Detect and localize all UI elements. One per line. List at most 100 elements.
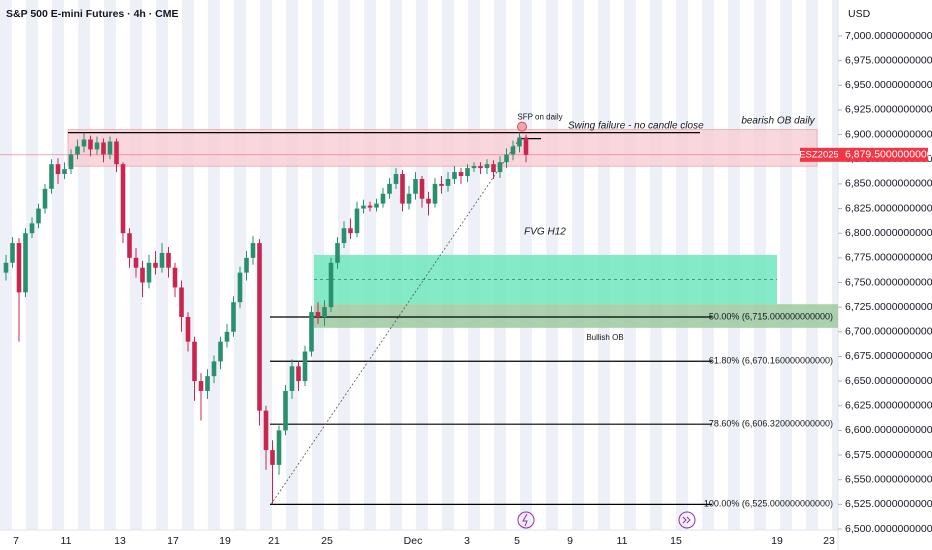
candle-body (133, 257, 139, 268)
candle-body (328, 262, 334, 308)
candle-body (270, 450, 275, 465)
y-tick-label: 6,825.000000000000 (845, 202, 932, 214)
candle-body (289, 366, 295, 391)
candle-body (88, 139, 93, 150)
x-tick-label: 9 (567, 535, 573, 547)
candle-body (458, 172, 464, 177)
fib-label: 50.00% (6,715.000000000000) (709, 311, 833, 321)
y-tick-label: 6,600.000000000000 (845, 424, 932, 436)
candle-body (94, 142, 100, 150)
x-tick-label: 3 (464, 535, 470, 547)
fib-label: 78.60% (6,606.320000000000) (709, 419, 833, 429)
x-tick-label: 5 (514, 535, 520, 547)
session-band (806, 0, 818, 530)
session-band (182, 0, 194, 530)
y-tick-label: 6,900.000000000000 (845, 128, 932, 140)
candle-body (523, 137, 529, 155)
event-icon[interactable] (517, 511, 535, 529)
zone (314, 254, 777, 305)
candle-body (419, 178, 425, 199)
x-tick-label: 13 (114, 535, 126, 547)
candle-body (322, 307, 327, 318)
candle-body (211, 361, 217, 377)
candle-body (198, 381, 204, 391)
price-label: 6,879.500000000000 (845, 149, 932, 161)
zone (314, 304, 838, 328)
candle-body (478, 166, 483, 169)
candle-body (49, 164, 54, 189)
chart-title: S&P 500 E-mini Futures · 4h · CME (6, 8, 179, 20)
bottom-icons[interactable] (517, 511, 696, 529)
y-tick-label: 6,750.000000000000 (845, 276, 932, 288)
candle-body (315, 312, 321, 318)
price-box (838, 147, 928, 162)
candle-body (205, 376, 210, 391)
y-tick-label: 6,500.000000000000 (845, 523, 932, 535)
candle-body (179, 287, 184, 318)
y-tick-label: 6,675.000000000000 (845, 350, 932, 362)
candle-body (257, 243, 262, 411)
candle-body (172, 267, 178, 288)
price-axis-bg (838, 0, 932, 550)
candle-body (393, 174, 399, 184)
event-icon[interactable] (678, 511, 696, 529)
candle-body (432, 183, 438, 204)
y-tick-label: 6,650.000000000000 (845, 375, 932, 387)
candle-body (231, 302, 236, 332)
candle-body (491, 164, 496, 173)
x-tick-label: 7 (13, 535, 19, 547)
y-tick-label: 6,850.000000000000 (845, 178, 932, 190)
x-tick-label: 21 (268, 535, 280, 547)
candle-body (426, 198, 431, 204)
candle-body (335, 243, 340, 263)
candle-body (81, 139, 87, 147)
candle-body (471, 166, 477, 169)
y-tick-label: 6,925.000000000000 (845, 104, 932, 116)
candle-body (224, 331, 230, 342)
candle-body (302, 351, 308, 382)
y-tick-label: 7,000.000000000000 (845, 30, 932, 42)
fib-label: 61.80% (6,670.160000000000) (709, 356, 833, 366)
candle-body (62, 169, 67, 175)
sfp-marker (517, 121, 527, 132)
candle-body (406, 193, 412, 204)
candle-body (237, 272, 243, 303)
y-tick-label: 6,950.000000000000 (845, 79, 932, 91)
zone-label: Bullish OB (586, 333, 623, 342)
candle-body (166, 252, 171, 268)
candle-body (309, 312, 314, 352)
candle-body (510, 146, 516, 155)
fib-label: 100.00% (6,525.000000000000) (704, 499, 833, 509)
session-band (208, 0, 220, 530)
candle-body (283, 390, 288, 431)
candle-body (140, 267, 145, 283)
candle-body (244, 257, 249, 273)
symbol-label: ESZ2025 (799, 149, 839, 160)
candle-body (413, 178, 418, 194)
y-tick-label: 6,575.000000000000 (845, 449, 932, 461)
candle-body (68, 154, 74, 170)
x-tick-label: 23 (823, 535, 835, 547)
zone (67, 129, 818, 167)
candle-body (497, 162, 503, 173)
candle-body (36, 208, 41, 224)
candle-body (192, 341, 197, 382)
candle-body (341, 228, 347, 244)
y-tick-label: 6,525.000000000000 (845, 498, 932, 510)
candle-body (517, 137, 522, 147)
candle-body (354, 208, 360, 234)
candle-body (400, 174, 405, 204)
x-tick-label: 25 (321, 535, 333, 547)
y-tick-label: 6,700.000000000000 (845, 326, 932, 338)
x-tick-label: 11 (61, 535, 72, 547)
arrows (682, 516, 691, 524)
candle-body (120, 164, 126, 234)
candle-body (75, 146, 80, 155)
y-tick-label: 6,775.000000000000 (845, 252, 932, 264)
candle-body (296, 366, 301, 382)
x-tick-label: 17 (167, 535, 179, 547)
candle-body (146, 262, 152, 283)
candle-body (367, 205, 373, 208)
candle-body (348, 228, 353, 234)
